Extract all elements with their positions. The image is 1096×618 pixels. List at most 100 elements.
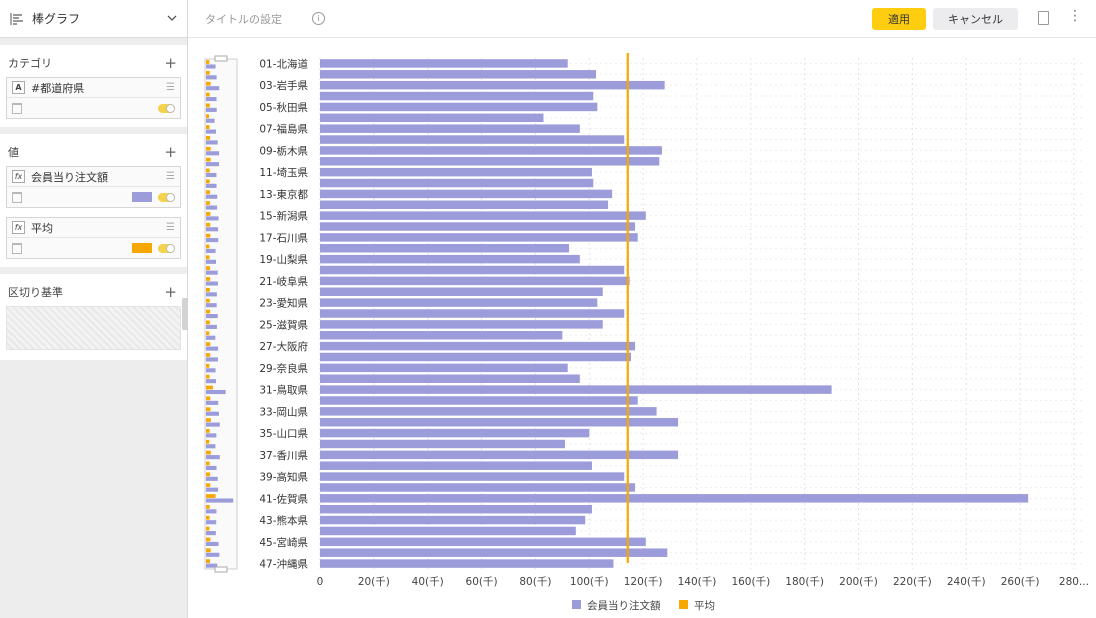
overview-mark bbox=[206, 498, 234, 503]
values-section-title: 値 bbox=[8, 146, 19, 159]
bar bbox=[320, 472, 625, 481]
trash-icon[interactable] bbox=[12, 242, 22, 254]
overview-mark bbox=[206, 309, 211, 314]
series-color-swatch[interactable] bbox=[132, 243, 152, 253]
bar bbox=[320, 265, 625, 275]
panel-collapse-handle[interactable] bbox=[182, 298, 188, 330]
chart-type-selector[interactable]: 棒グラフ bbox=[0, 0, 187, 38]
x-tick-label: 40(千) bbox=[412, 576, 444, 588]
bar bbox=[320, 537, 646, 547]
value-field-card[interactable]: fx 平均 ☰ bbox=[6, 217, 181, 259]
category-tick-label: 01-北海道 bbox=[259, 57, 308, 70]
category-tick-label: 23-愛知県 bbox=[259, 297, 308, 310]
chart-area: 01-北海道 03-岩手県 05-秋田県 07-福島県 09-栃木県 11-埼玉県 13-東… bbox=[188, 39, 1096, 618]
overview-mark bbox=[206, 277, 211, 281]
bar bbox=[320, 461, 592, 470]
chart-toolbar: タイトルの設定 i 適用 キャンセル ⋮ bbox=[188, 0, 1096, 38]
breakdown-drop-zone[interactable] bbox=[6, 306, 181, 350]
drag-handle-icon[interactable]: ☰ bbox=[166, 171, 175, 182]
x-tick-label: 160(千) bbox=[731, 576, 770, 588]
bar bbox=[320, 135, 625, 144]
overview-mark bbox=[206, 248, 216, 254]
overview-mark bbox=[206, 287, 210, 292]
chevron-down-icon[interactable] bbox=[167, 15, 177, 22]
breakdown-section-title: 区切り基準 bbox=[8, 286, 63, 299]
series-color-swatch[interactable] bbox=[132, 192, 152, 202]
legend-swatch bbox=[679, 600, 688, 609]
bar bbox=[320, 80, 665, 90]
text-type-icon: A bbox=[12, 81, 25, 94]
trash-icon[interactable] bbox=[12, 102, 22, 114]
overview-handle-top bbox=[214, 55, 228, 62]
overview-mark bbox=[206, 60, 210, 64]
bar bbox=[320, 504, 592, 514]
bar bbox=[320, 287, 603, 296]
bar bbox=[320, 276, 630, 286]
bar bbox=[320, 146, 662, 155]
bar bbox=[320, 439, 566, 449]
visibility-toggle[interactable] bbox=[158, 192, 175, 202]
bar bbox=[320, 352, 631, 362]
bar bbox=[320, 124, 580, 133]
overview-mark bbox=[206, 400, 219, 405]
x-tick-label: 260(千) bbox=[1001, 576, 1040, 588]
overview-mark bbox=[206, 314, 218, 319]
overview-mark bbox=[206, 407, 211, 412]
visibility-toggle[interactable] bbox=[158, 243, 175, 253]
category-tick-label: 29-奈良県 bbox=[259, 362, 308, 375]
overview-mark bbox=[206, 411, 219, 416]
bar bbox=[320, 309, 625, 318]
more-options-icon[interactable]: ⋮ bbox=[1068, 8, 1082, 24]
add-breakdown-icon[interactable]: + bbox=[164, 282, 177, 301]
cancel-button[interactable]: キャンセル bbox=[933, 8, 1018, 30]
apply-button[interactable]: 適用 bbox=[872, 8, 926, 30]
drag-handle-icon[interactable]: ☰ bbox=[166, 222, 175, 233]
visibility-toggle[interactable] bbox=[158, 103, 175, 113]
value-field-name: 平均 bbox=[31, 221, 53, 235]
overview-mark bbox=[206, 444, 216, 449]
chart-title-input[interactable]: タイトルの設定 bbox=[205, 12, 282, 26]
overview-mark bbox=[206, 520, 217, 525]
overview-mark bbox=[206, 244, 210, 249]
value-field-card[interactable]: fx 会員当り注文額 ☰ bbox=[6, 166, 181, 208]
bar bbox=[320, 363, 568, 373]
x-tick-label: 240(千) bbox=[947, 576, 986, 588]
overview-mark bbox=[206, 151, 220, 156]
overview-mark bbox=[206, 531, 216, 536]
x-tick-label: 180(千) bbox=[785, 576, 824, 588]
category-field-card[interactable]: A #都道府県 ☰ bbox=[6, 77, 181, 119]
overview-mark bbox=[206, 509, 217, 514]
bar bbox=[320, 526, 576, 536]
overview-mark bbox=[206, 324, 217, 329]
overview-mark bbox=[206, 379, 217, 384]
category-tick-label: 15-新潟県 bbox=[259, 210, 308, 223]
overview-mark bbox=[206, 450, 211, 455]
overview-mark bbox=[206, 389, 226, 395]
export-icon[interactable] bbox=[1038, 11, 1049, 25]
trash-icon[interactable] bbox=[12, 191, 22, 203]
overview-mark bbox=[206, 357, 218, 362]
overview-mark bbox=[206, 233, 211, 238]
bar-chart-icon bbox=[10, 12, 23, 25]
overview-mark bbox=[206, 136, 211, 140]
overview-mark bbox=[206, 96, 217, 102]
bar bbox=[320, 113, 544, 123]
add-value-icon[interactable]: + bbox=[164, 142, 177, 161]
overview-mark bbox=[206, 353, 211, 357]
overview-mark bbox=[206, 92, 210, 97]
add-category-icon[interactable]: + bbox=[164, 53, 177, 72]
category-tick-label: 13-東京都 bbox=[259, 188, 308, 201]
bar bbox=[320, 91, 594, 101]
bar bbox=[320, 222, 636, 231]
bar bbox=[320, 211, 646, 220]
info-icon[interactable]: i bbox=[312, 12, 325, 25]
bar bbox=[320, 341, 636, 351]
overview-mark bbox=[206, 118, 215, 123]
drag-handle-icon[interactable]: ☰ bbox=[166, 82, 175, 93]
bar bbox=[320, 483, 636, 492]
category-tick-label: 35-山口県 bbox=[259, 428, 308, 440]
x-tick-label: 220(千) bbox=[893, 576, 932, 588]
category-tick-label: 17-石川県 bbox=[259, 232, 308, 244]
overview-mark bbox=[206, 238, 219, 243]
overview-mark bbox=[206, 201, 210, 205]
